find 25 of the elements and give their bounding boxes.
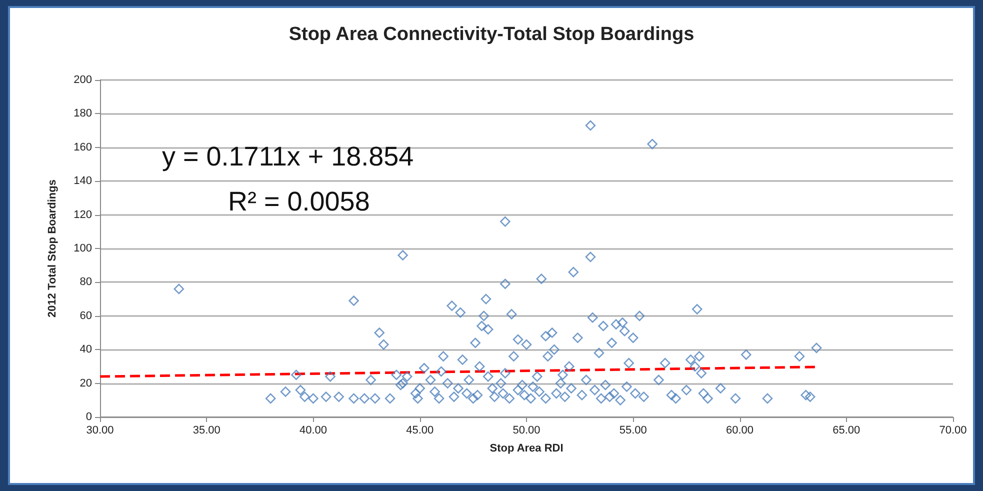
y-tick-label: 160 xyxy=(74,141,92,154)
y-tick-label: 80 xyxy=(80,276,92,288)
y-axis-title: 2012 Total Stop Boardings xyxy=(46,180,58,318)
y-tick-label: 140 xyxy=(74,175,92,188)
y-tick-label: 60 xyxy=(80,310,92,322)
x-tick-label: 65.00 xyxy=(832,424,860,436)
x-tick-label: 60.00 xyxy=(726,424,754,436)
x-tick-label: 55.00 xyxy=(619,424,647,436)
x-tick-label: 35.00 xyxy=(192,424,220,436)
x-tick-label: 30.00 xyxy=(86,424,114,436)
x-tick-label: 50.00 xyxy=(512,424,540,436)
x-tick-label: 45.00 xyxy=(406,424,434,436)
x-tick-label: 40.00 xyxy=(299,424,328,436)
x-axis-title: Stop Area RDI xyxy=(490,442,564,454)
y-tick-label: 0 xyxy=(86,411,92,423)
annotation: y = 0.1711x + 18.854 xyxy=(162,142,414,172)
x-tick-label: 70.00 xyxy=(939,424,967,436)
y-tick-label: 200 xyxy=(74,74,92,86)
annotation: R² = 0.0058 xyxy=(228,186,370,216)
y-tick-label: 120 xyxy=(74,208,92,221)
chart-title: Stop Area Connectivity-Total Stop Boardings xyxy=(288,24,694,45)
y-tick-label: 40 xyxy=(80,344,92,356)
y-tick-label: 180 xyxy=(74,108,92,120)
y-tick-label: 100 xyxy=(74,242,92,254)
y-tick-label: 20 xyxy=(80,377,92,390)
